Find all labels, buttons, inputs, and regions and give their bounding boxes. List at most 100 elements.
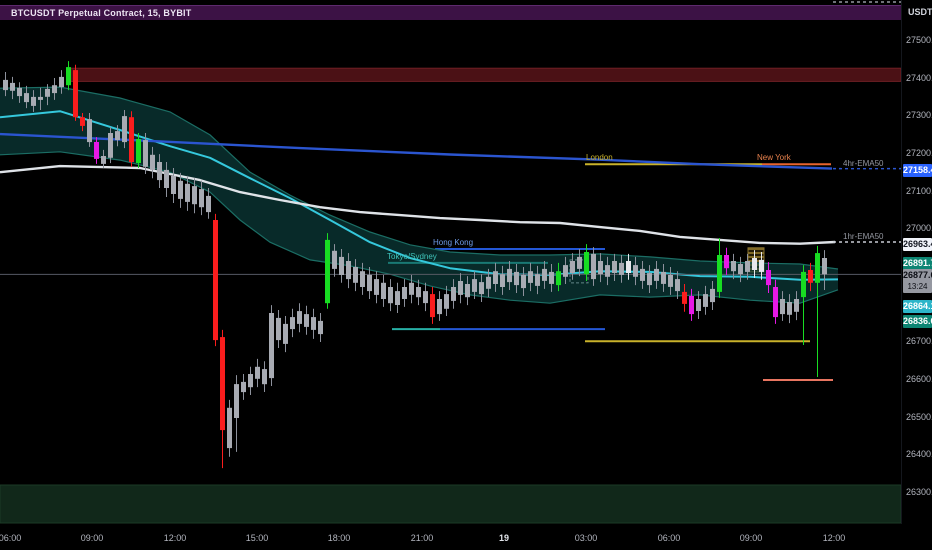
price-badge-26963.4: 26963.4 — [903, 237, 932, 251]
price-badge-27158.4: 27158.4 — [903, 163, 932, 177]
candle-body — [577, 256, 582, 269]
session-label-hong-kong: Hong Kong — [433, 237, 474, 247]
symbol-title[interactable]: BTCUSDT Perpetual Contract, 15, BYBIT — [11, 8, 192, 18]
candle-body — [507, 268, 512, 283]
candle-body — [661, 271, 666, 284]
time-axis[interactable]: 06:00 09:00 12:00 15:00 18:00 21:00 19 03:00 06:… — [0, 524, 932, 550]
candle-body — [696, 299, 701, 311]
ema-ribbon-mid-line — [0, 110, 839, 281]
time-label: 18:00 — [327, 533, 351, 543]
candle-body — [626, 261, 631, 273]
price-tick-label: 27500.0 — [906, 35, 932, 45]
ema-1h-line — [0, 164, 836, 245]
ema-4h-label: 4hr-EMA50 — [841, 158, 886, 168]
time-label-date: 19 — [498, 533, 510, 543]
candle-body — [542, 268, 547, 281]
price-axis[interactable]: USDT 27500.0 27400.0 27300.0 27200.0 27100.0… — [901, 0, 932, 550]
candle-body — [367, 274, 372, 292]
candle-body — [416, 287, 421, 298]
candle-body — [500, 274, 505, 287]
candle-body — [619, 262, 624, 275]
candle-body — [794, 299, 799, 312]
candle-body — [703, 294, 708, 307]
ema-ribbon-upper-edge — [0, 86, 839, 270]
candle-body — [710, 288, 715, 303]
candle-body — [157, 162, 162, 181]
candle-body — [451, 287, 456, 301]
candle-body — [745, 261, 750, 272]
candle-body — [759, 259, 764, 272]
support-zone — [0, 484, 902, 524]
time-label: 09:00 — [80, 533, 104, 543]
candle-body — [472, 279, 477, 292]
candle-body — [598, 261, 603, 275]
candle-body — [633, 265, 638, 277]
price-tick-label: 26500.0 — [906, 411, 932, 422]
candle-body — [360, 271, 365, 287]
candle-body — [108, 133, 113, 158]
candle-body — [269, 313, 274, 379]
price-tick-label: 27400.0 — [906, 72, 932, 83]
price-tick-label: 27000.0 — [906, 223, 932, 234]
time-label: 06:00 — [0, 533, 22, 543]
candle-body — [402, 287, 407, 299]
candle-body — [766, 270, 771, 286]
candle-body — [241, 381, 246, 393]
candle-body — [325, 239, 330, 304]
candle-body — [332, 250, 337, 269]
candle-body — [675, 279, 680, 292]
candle-body — [304, 314, 309, 327]
candle-body — [689, 296, 694, 315]
candle-body — [682, 291, 687, 304]
candle-body — [486, 276, 491, 289]
candle-body — [339, 256, 344, 275]
candle-body — [73, 70, 78, 118]
ema-4h-line — [0, 132, 833, 170]
time-label: 09:00 — [739, 533, 763, 543]
price-tick-label: 27100.0 — [906, 185, 932, 196]
candle-body — [570, 261, 575, 273]
candle-body — [563, 265, 568, 277]
candle-body — [647, 273, 652, 286]
candle-body — [38, 96, 43, 100]
candle-body — [311, 317, 316, 330]
candle-body — [255, 366, 260, 379]
candle-body — [164, 169, 169, 188]
candle-body — [458, 281, 463, 295]
candle-body — [234, 384, 239, 418]
bar-countdown: 13:24 — [907, 282, 928, 291]
candle-body — [213, 220, 218, 341]
candle-body — [493, 271, 498, 284]
candle-body — [129, 117, 134, 162]
session-label-new-york: New York — [757, 153, 791, 163]
candle-body — [31, 96, 36, 106]
time-label: 03:00 — [574, 533, 598, 543]
candle-body — [17, 87, 22, 97]
candle-body — [248, 374, 253, 388]
candle-body — [535, 274, 540, 286]
time-label: 12:00 — [822, 533, 846, 543]
candle-body — [290, 317, 295, 330]
ema-ribbon-fill — [0, 87, 838, 304]
time-label: 12:00 — [163, 533, 187, 543]
candle-body — [59, 76, 64, 88]
candle-body — [283, 323, 288, 344]
candle-body — [605, 265, 610, 277]
candle-body — [395, 291, 400, 305]
axis-currency-label: USDT — [908, 7, 932, 17]
candle-body — [150, 154, 155, 170]
candle-body — [423, 291, 428, 304]
candle-body — [514, 271, 519, 286]
session-label-tokyo-sydney: Tokyo/Sydney — [387, 251, 437, 261]
price-tick-label: 26300.0 — [906, 486, 932, 497]
candle-body — [556, 271, 561, 286]
candle-body — [3, 79, 8, 91]
candle-body — [318, 320, 323, 335]
price-tick-label: 26400.0 — [906, 449, 932, 460]
candle-body — [101, 156, 106, 164]
candle-body — [668, 274, 673, 287]
time-label: 21:00 — [410, 533, 434, 543]
candle-body — [388, 287, 393, 304]
